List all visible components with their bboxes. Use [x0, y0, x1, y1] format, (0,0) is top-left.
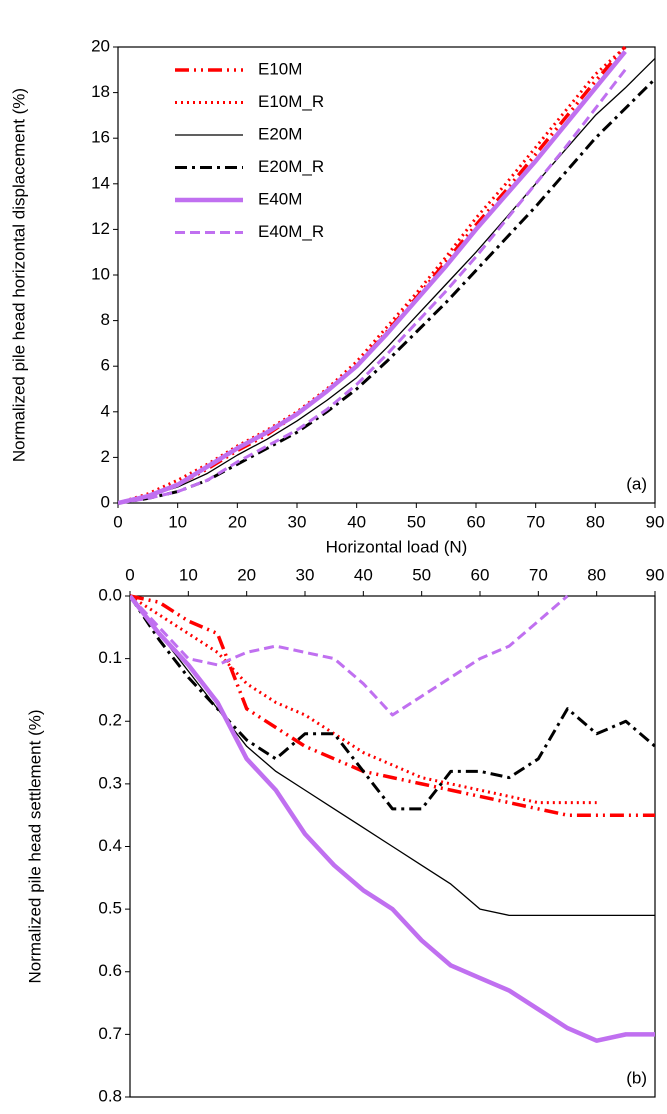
legend-label: E20M_R — [258, 157, 324, 176]
x-tick-label: 0 — [125, 565, 134, 584]
y-tick-label: 18 — [91, 82, 110, 101]
series-line — [130, 594, 655, 1043]
y-axis-label: Normalized pile head settlement (%) — [25, 709, 44, 983]
series-line — [130, 594, 597, 805]
x-tick-label: 60 — [467, 512, 486, 531]
panel-label: (a) — [626, 474, 647, 493]
x-tick-label: 20 — [237, 565, 256, 584]
y-axis-label: Normalized pile head horizontal displace… — [9, 88, 28, 462]
panel-label: (b) — [626, 1068, 647, 1087]
y-tick-label: 0 — [101, 492, 110, 511]
x-tick-label: 90 — [646, 512, 665, 531]
series-line — [130, 594, 569, 717]
y-tick-label: 0.5 — [98, 899, 122, 918]
y-tick-label: 0.1 — [98, 648, 122, 667]
x-tick-label: 70 — [526, 512, 545, 531]
legend-label: E20M — [258, 124, 302, 143]
x-tick-label: 30 — [288, 512, 307, 531]
x-tick-label: 50 — [412, 565, 431, 584]
x-tick-label: 30 — [296, 565, 315, 584]
y-tick-label: 2 — [101, 447, 110, 466]
y-tick-label: 0.2 — [98, 711, 122, 730]
y-tick-label: 16 — [91, 128, 110, 147]
legend-label: E10M_R — [258, 92, 324, 111]
y-tick-label: 0.3 — [98, 773, 122, 792]
x-axis-label: Horizontal load (N) — [326, 537, 468, 556]
series-line — [118, 77, 657, 505]
y-tick-label: 14 — [91, 173, 110, 192]
y-tick-label: 0.8 — [98, 1086, 122, 1105]
x-tick-label: 50 — [407, 512, 426, 531]
y-tick-label: 8 — [101, 310, 110, 329]
x-tick-label: 10 — [179, 565, 198, 584]
series-line — [130, 595, 656, 811]
series-line — [130, 594, 655, 817]
series-line — [118, 50, 627, 506]
series-line — [118, 68, 627, 505]
x-tick-label: 40 — [354, 565, 373, 584]
series-line — [118, 45, 627, 505]
y-tick-label: 20 — [91, 36, 110, 55]
y-tick-label: 0.6 — [98, 961, 122, 980]
legend-label: E10M — [258, 59, 302, 78]
y-tick-label: 12 — [91, 219, 110, 238]
y-tick-label: 6 — [101, 356, 110, 375]
x-tick-label: 60 — [471, 565, 490, 584]
legend-label: E40M_R — [258, 222, 324, 241]
series-line — [118, 45, 627, 505]
x-tick-label: 20 — [228, 512, 247, 531]
y-tick-label: 4 — [101, 401, 110, 420]
x-tick-label: 70 — [529, 565, 548, 584]
x-tick-label: 90 — [646, 565, 665, 584]
x-tick-label: 40 — [347, 512, 366, 531]
x-tick-label: 0 — [113, 512, 122, 531]
x-tick-label: 80 — [587, 565, 606, 584]
series-line — [118, 57, 656, 504]
y-tick-label: 10 — [91, 264, 110, 283]
legend-label: E40M — [258, 189, 302, 208]
series-line — [130, 595, 655, 917]
y-tick-label: 0.4 — [98, 836, 122, 855]
x-tick-label: 10 — [168, 512, 187, 531]
y-tick-label: 0.7 — [98, 1024, 122, 1043]
y-tick-label: 0.0 — [98, 585, 122, 604]
x-tick-label: 80 — [586, 512, 605, 531]
